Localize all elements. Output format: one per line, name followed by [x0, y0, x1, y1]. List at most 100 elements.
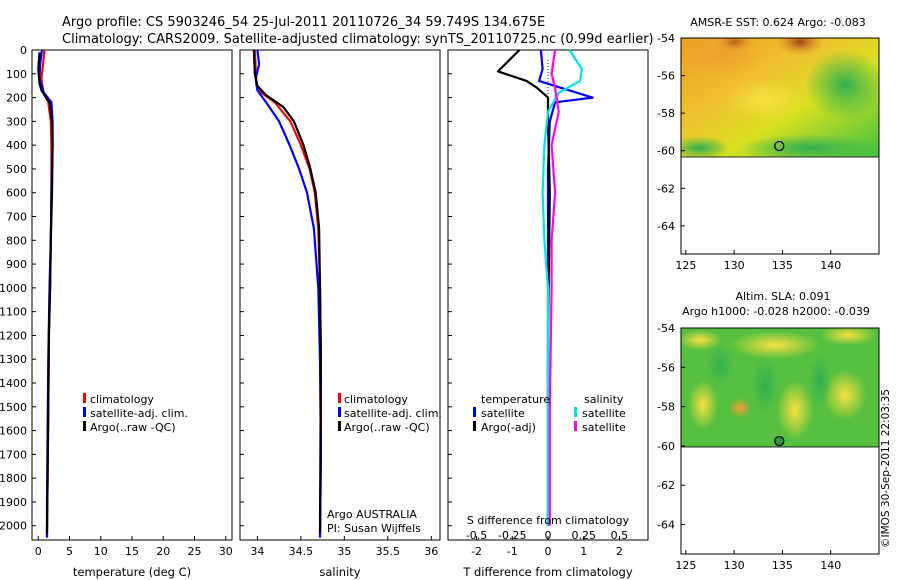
- y-tick-label: 600: [6, 187, 27, 200]
- y-tick-label: 2000: [0, 520, 27, 533]
- lat-tick-label: -58: [657, 401, 675, 414]
- argo-institution: Argo AUSTRALIA: [327, 508, 417, 521]
- salinity-difference-ticks: -0.5 -0.25 0 0.25 0.5: [466, 529, 628, 542]
- sst-lat-axis: -54 -56 -58 -60 -62 -64: [657, 32, 685, 233]
- lon-tick-label: 125: [675, 259, 696, 272]
- legend-title-temperature: temperature: [481, 393, 550, 406]
- lat-tick-label: -62: [657, 182, 675, 195]
- legend-label-climatology: climatology: [344, 393, 408, 406]
- lat-tick-label: -54: [657, 32, 675, 45]
- top-tick-label: 0.25: [571, 529, 596, 542]
- x-tick-label: 30: [219, 545, 233, 558]
- legend-label-argo: Argo(..raw -QC): [344, 421, 430, 434]
- header-line2: Climatology: CARS2009. Satellite-adjuste…: [62, 32, 654, 47]
- lat-tick-label: -60: [657, 440, 675, 453]
- x-tick-label: 1: [580, 545, 587, 558]
- legend-label-argo: Argo(..raw -QC): [90, 421, 176, 434]
- lat-tick-label: -62: [657, 479, 675, 492]
- x-tick-label: 0: [35, 545, 42, 558]
- header-line1: Argo profile: CS 5903246_54 25-Jul-2011 …: [62, 15, 545, 30]
- legend-swatch-argo: [83, 421, 86, 431]
- y-tick-label: 1900: [0, 496, 27, 509]
- depth-axis: 0 100 200 300 400 500 600 700 800 900 1000 1100 1200…: [0, 44, 36, 533]
- salinity-axes-box: [239, 49, 441, 541]
- legend-swatch-temp-satellite: [473, 407, 476, 417]
- lat-tick-label: -64: [657, 519, 675, 532]
- legend-label-temp-satellite: satellite: [481, 407, 525, 420]
- temperature-panel: 0100200300400500600700800900100011001200…: [0, 44, 233, 579]
- y-tick-label: 900: [6, 258, 27, 271]
- salinity-panel: 34 34.5 35 35.5 36 salinity climatology sate…: [239, 49, 442, 579]
- x-tick-label: 35: [337, 545, 351, 558]
- sla-low-patch: [751, 355, 779, 415]
- temperature-x-axis: 0 5 10 15 20 25 30: [35, 536, 233, 558]
- legend-swatch-sal-argo: [574, 421, 577, 431]
- sla-high-patch: [823, 370, 867, 420]
- legend-label-satellite: satellite-adj. clim.: [90, 407, 188, 420]
- sla-high-patch: [777, 380, 813, 440]
- x-tick-label: 5: [66, 545, 73, 558]
- sla-lat-axis: -54 -56 -58 -60 -62 -64: [657, 322, 685, 532]
- x-tick-label: -2: [471, 545, 482, 558]
- y-tick-label: 1200: [0, 329, 27, 342]
- top-tick-label: -0.5: [466, 529, 487, 542]
- sst-map-title: AMSR-E SST: 0.624 Argo: -0.083: [690, 16, 866, 29]
- lon-tick-label: 135: [772, 559, 793, 572]
- sst-heatmap: [681, 38, 879, 157]
- sst-cool-patch: [740, 134, 879, 157]
- difference-panel: -2 -1 0 1 2 S difference from climatology -0…: [447, 49, 649, 579]
- sst-axes-box: [680, 37, 880, 255]
- sla-high-patch: [681, 330, 722, 350]
- y-tick-label: 400: [6, 139, 27, 152]
- y-tick-label: 1500: [0, 401, 27, 414]
- x-tick-label: 34.5: [289, 545, 314, 558]
- legend-swatch-climatology: [83, 393, 86, 403]
- lat-tick-label: -56: [657, 361, 675, 374]
- x-tick-label: 2: [616, 545, 623, 558]
- series-line: [254, 49, 322, 538]
- lat-tick-label: -58: [657, 107, 675, 120]
- x-tick-label: -1: [507, 545, 518, 558]
- top-tick-label: -0.25: [498, 529, 526, 542]
- lon-tick-label: 130: [724, 559, 745, 572]
- lat-tick-label: -54: [657, 322, 675, 335]
- salinity-xlabel: salinity: [319, 565, 360, 579]
- salinity-series: [252, 49, 322, 538]
- sla-lon-axis: 125 130 135 140: [675, 550, 841, 572]
- sla-map-title-line2: Argo h1000: -0.028 h2000: -0.039: [682, 305, 870, 318]
- y-tick-label: 1400: [0, 377, 27, 390]
- legend-swatch-temp-argo: [473, 421, 476, 431]
- y-tick-label: 1100: [0, 306, 27, 319]
- series-line: [496, 49, 551, 526]
- sst-cool-patch: [681, 136, 730, 157]
- sla-low-patch: [808, 352, 832, 408]
- salinity-difference-title: S difference from climatology: [467, 514, 630, 527]
- sla-peak-patch: [728, 398, 752, 418]
- x-tick-label: 34: [250, 545, 264, 558]
- lon-tick-label: 130: [724, 259, 745, 272]
- legend-title-salinity: salinity: [584, 393, 624, 406]
- y-tick-label: 1800: [0, 472, 27, 485]
- argo-position-marker: [774, 140, 785, 152]
- temperature-series: [37, 49, 54, 538]
- sst-yellow-patch: [725, 78, 805, 122]
- legend-label-temp-argo: Argo(-adj): [481, 421, 536, 434]
- top-tick-label: 0.5: [611, 529, 629, 542]
- difference-legend: temperature salinity satellite Argo(-adj…: [473, 393, 626, 434]
- sst-lon-axis: 125 130 135 140: [675, 250, 841, 272]
- sst-hot-patch: [775, 38, 825, 56]
- legend-swatch-sal-satellite: [574, 407, 577, 417]
- series-line: [37, 52, 54, 533]
- sla-map-title-line1: Altim. SLA: 0.091: [735, 290, 830, 303]
- salinity-legend: climatology satellite-adj. clim. Argo(..…: [338, 393, 442, 434]
- legend-swatch-climatology: [338, 393, 341, 403]
- x-tick-label: 36: [424, 545, 438, 558]
- lon-tick-label: 135: [772, 259, 793, 272]
- sla-high-patch: [730, 331, 820, 359]
- legend-label-sal-satellite: satellite: [582, 407, 626, 420]
- legend-label-satellite: satellite-adj. clim.: [344, 407, 442, 420]
- y-tick-label: 200: [6, 92, 27, 105]
- temperature-difference-xlabel: T difference from climatology: [462, 565, 633, 579]
- lat-tick-label: -64: [657, 220, 675, 233]
